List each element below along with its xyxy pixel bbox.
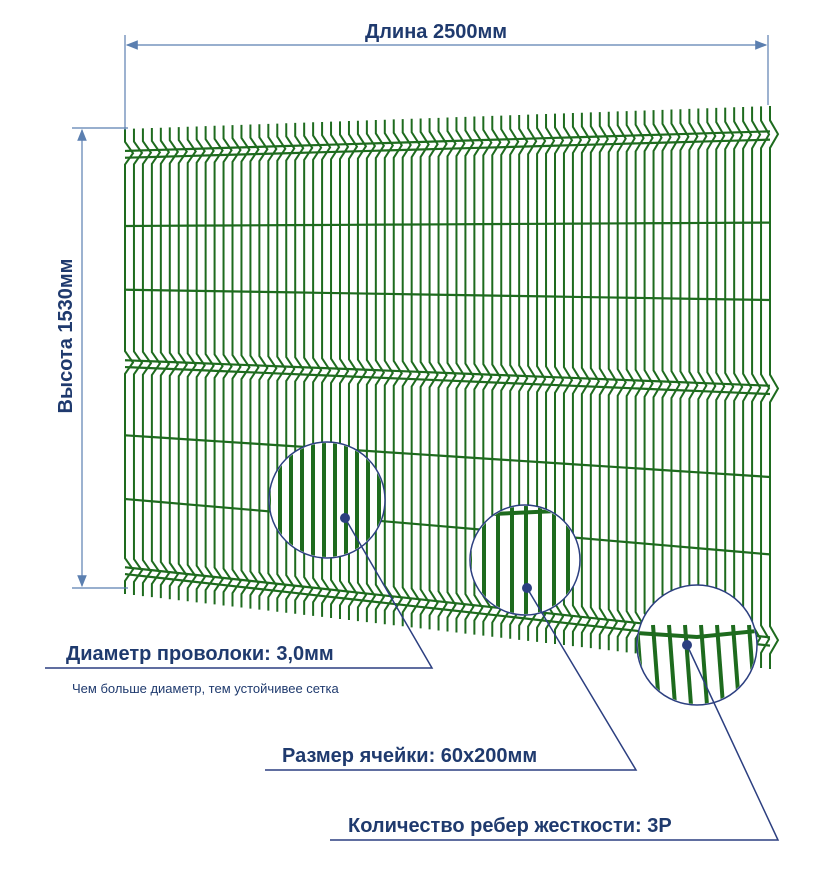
vertical-wire (625, 111, 636, 653)
vertical-wire (554, 113, 565, 644)
zoom-rib (638, 629, 756, 640)
vertical-wire (339, 121, 350, 619)
vertical-wire (410, 118, 421, 628)
vertical-wire (330, 121, 341, 618)
horizontal-wire (124, 130, 771, 153)
vertical-wire (634, 110, 645, 654)
vertical-wire (661, 109, 672, 657)
vertical-wire (742, 106, 753, 666)
vertical-wire (240, 124, 251, 608)
vertical-wire (186, 126, 197, 602)
fence-panel (124, 106, 780, 669)
vertical-wire (401, 119, 412, 627)
vertical-wire (392, 119, 403, 626)
vertical-wire (312, 122, 323, 616)
vertical-wire (231, 125, 242, 607)
vertical-wire (276, 123, 287, 612)
magnifier-rim (268, 441, 386, 559)
vertical-wire (580, 112, 592, 648)
vertical-wire (509, 115, 520, 639)
vertical-wire (204, 126, 215, 604)
magnifier-rim (636, 584, 758, 706)
vertical-wire (527, 114, 538, 641)
vertical-wire (446, 117, 457, 632)
magnifier-rim (469, 504, 581, 616)
vertical-wire (365, 120, 377, 623)
vertical-wire (437, 117, 448, 631)
vertical-wire (383, 119, 394, 625)
vertical-wire (706, 108, 717, 662)
horizontal-wire (124, 138, 771, 159)
magnifiers (268, 441, 758, 706)
vertical-wire (464, 116, 475, 634)
vertical-wire (258, 124, 269, 610)
ribs-label: Количество ребер жесткости: 3Р (348, 815, 672, 837)
length-dimension: Длина 2500мм (124, 21, 769, 130)
vertical-wire (141, 128, 153, 597)
vertical-wire (303, 122, 314, 615)
vertical-wire (760, 106, 771, 668)
leaders (45, 513, 780, 841)
horizontal-wire (124, 359, 771, 387)
vertical-wire (285, 123, 296, 613)
vertical-wire (733, 107, 744, 665)
vertical-wire (589, 112, 601, 649)
vertical-wire (374, 120, 386, 624)
vertical-wire (769, 106, 780, 669)
vertical-wire (643, 110, 654, 655)
vertical-wire (545, 113, 556, 643)
height-dimension: Высота 1530мм (55, 127, 128, 589)
vertical-wire (670, 109, 681, 658)
vertical-wire (195, 126, 206, 603)
vertical-wire (616, 111, 627, 652)
vertical-wire (652, 110, 663, 656)
vertical-wire (132, 128, 144, 596)
vertical-wire (473, 116, 484, 635)
height-label: Высота 1530мм (55, 259, 77, 414)
vertical-wire (607, 111, 618, 651)
vertical-wire (500, 115, 511, 638)
vertical-wire (688, 108, 699, 660)
vertical-wire (168, 127, 180, 600)
vertical-wire (159, 127, 171, 599)
vertical-wire (267, 123, 278, 611)
vertical-wire (356, 120, 368, 622)
horizontal-wire (124, 365, 771, 396)
vertical-wire (491, 115, 502, 637)
vertical-wire (536, 114, 547, 642)
vertical-wire (150, 128, 162, 598)
zoom-wire (667, 624, 677, 704)
wire-diameter-note: Чем больше диаметр, тем устойчивее сетка (72, 681, 340, 696)
zoom-wire (683, 624, 693, 704)
vertical-wire (751, 106, 762, 667)
zoom-wire (715, 624, 725, 704)
vertical-wire (428, 118, 439, 630)
vertical-wire (482, 116, 493, 636)
length-label: Длина 2500мм (365, 21, 507, 43)
mesh-size-label: Размер ячейки: 60х200мм (282, 745, 537, 767)
vertical-wire (455, 117, 466, 633)
vertical-wire (294, 122, 305, 614)
wire-diameter-label: Диаметр проволоки: 3,0мм (66, 643, 334, 665)
vertical-wire (213, 125, 224, 605)
vertical-wire (518, 114, 529, 640)
vertical-wire (321, 121, 332, 617)
vertical-wire (562, 113, 574, 646)
vertical-wire (249, 124, 260, 609)
vertical-wire (571, 113, 583, 647)
magnifier-bg (637, 585, 757, 705)
vertical-wire (177, 127, 188, 601)
vertical-wire (724, 107, 735, 664)
vertical-wire (715, 107, 726, 663)
vertical-wire (124, 129, 135, 594)
vertical-wire (222, 125, 233, 606)
vertical-wire (419, 118, 430, 629)
vertical-wire (679, 109, 690, 659)
vertical-wire (697, 108, 708, 661)
vertical-wire (347, 121, 359, 621)
vertical-wire (598, 112, 609, 650)
